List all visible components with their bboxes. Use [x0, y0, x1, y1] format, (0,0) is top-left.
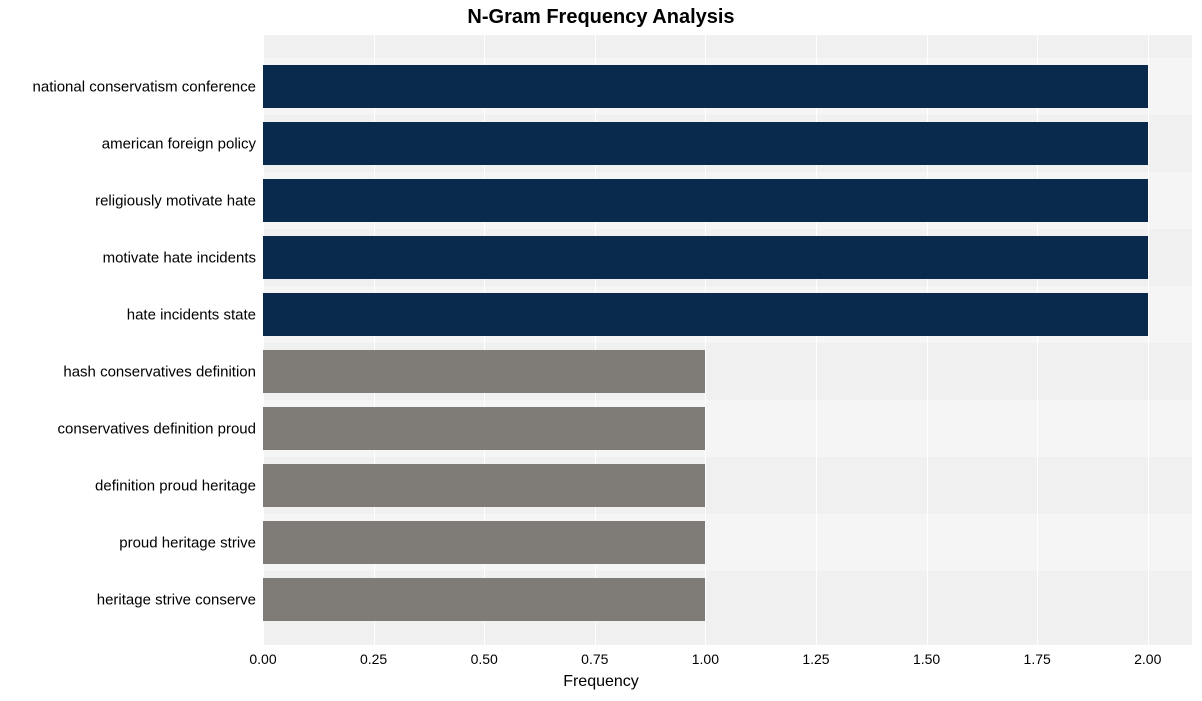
x-tick-label: 0.00	[249, 651, 276, 667]
x-axis-label: Frequency	[0, 673, 1202, 691]
y-tick-label: religiously motivate hate	[0, 193, 256, 208]
bar	[263, 65, 1148, 108]
y-tick-label: american foreign policy	[0, 136, 256, 151]
x-tick-label: 0.50	[471, 651, 498, 667]
x-tick-label: 1.50	[913, 651, 940, 667]
x-tick-label: 1.75	[1024, 651, 1051, 667]
x-tick-label: 0.75	[581, 651, 608, 667]
bar	[263, 179, 1148, 222]
plot-area	[263, 35, 1192, 645]
x-tick-label: 1.25	[802, 651, 829, 667]
bar	[263, 578, 705, 621]
y-tick-label: conservatives definition proud	[0, 421, 256, 436]
y-tick-label: national conservatism conference	[0, 79, 256, 94]
row-band	[263, 35, 1192, 58]
x-tick-label: 0.25	[360, 651, 387, 667]
bar	[263, 236, 1148, 279]
x-tick-label: 1.00	[692, 651, 719, 667]
x-tick-label: 2.00	[1134, 651, 1161, 667]
y-tick-label: proud heritage strive	[0, 535, 256, 550]
y-tick-label: heritage strive conserve	[0, 592, 256, 607]
bar	[263, 293, 1148, 336]
bar	[263, 122, 1148, 165]
y-tick-label: motivate hate incidents	[0, 250, 256, 265]
y-tick-label: hate incidents state	[0, 307, 256, 322]
y-tick-label: hash conservatives definition	[0, 364, 256, 379]
bar	[263, 464, 705, 507]
bar	[263, 350, 705, 393]
bar	[263, 407, 705, 450]
chart-title: N-Gram Frequency Analysis	[0, 6, 1202, 29]
bar	[263, 521, 705, 564]
y-tick-label: definition proud heritage	[0, 478, 256, 493]
ngram-chart: N-Gram Frequency Analysis Frequency 0.00…	[0, 0, 1202, 701]
gridline	[1148, 35, 1149, 645]
